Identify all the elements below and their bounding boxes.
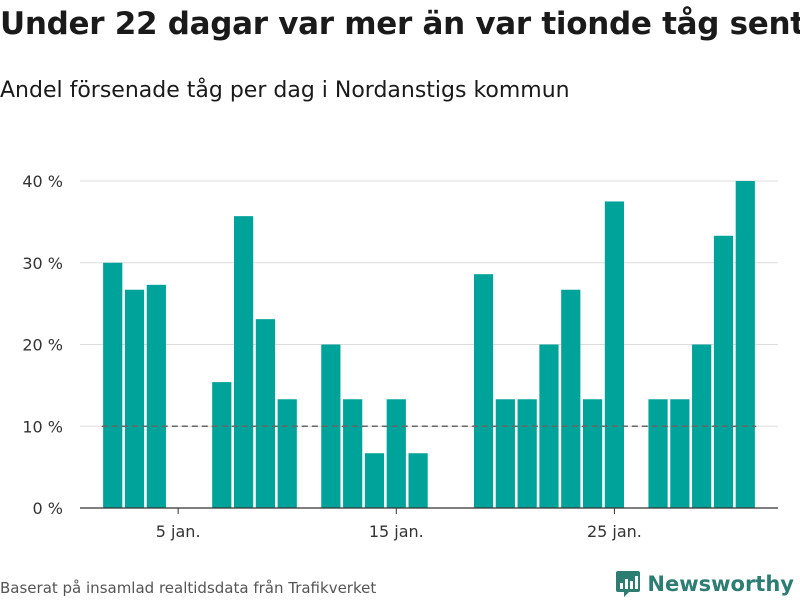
- bar: [670, 399, 690, 508]
- x-tick-label: 15 jan.: [369, 522, 424, 541]
- chart-subtitle: Andel försenade tåg per dag i Nordanstig…: [0, 78, 570, 103]
- y-tick-label: 10 %: [22, 417, 63, 436]
- bar: [735, 181, 755, 508]
- y-tick-label: 0 %: [33, 499, 63, 518]
- bar: [343, 399, 363, 508]
- grid-lines: [80, 180, 778, 427]
- y-tick-label: 20 %: [22, 336, 63, 355]
- x-tick-labels: 5 jan. 15 jan. 25 jan.: [156, 522, 642, 541]
- bar: [255, 319, 276, 508]
- bar: [495, 399, 515, 508]
- axes: [80, 507, 778, 514]
- bar: [103, 262, 123, 508]
- brand-name: Newsworthy: [647, 572, 794, 596]
- bar: [408, 453, 428, 508]
- bar: [386, 399, 406, 508]
- bar-chart-pin-icon: [616, 571, 641, 597]
- y-tick-label: 30 %: [22, 254, 63, 273]
- bar: [692, 344, 712, 508]
- bar: [212, 382, 232, 508]
- chart-title: Under 22 dagar var mer än var tionde tåg…: [0, 6, 800, 42]
- bar: [561, 289, 581, 508]
- bar: [648, 399, 668, 508]
- y-tick-labels: 0 % 10 % 20 % 30 % 40 %: [22, 172, 63, 518]
- bar: [146, 284, 166, 508]
- source-note: Baserat på insamlad realtidsdata från Tr…: [0, 579, 377, 597]
- bar: [713, 235, 734, 508]
- bar: [234, 216, 254, 508]
- x-tick-label: 25 jan.: [587, 522, 642, 541]
- bar: [473, 274, 494, 508]
- bar: [321, 344, 341, 508]
- bar: [124, 289, 145, 508]
- brand: Newsworthy: [615, 570, 794, 598]
- bar: [604, 201, 625, 508]
- x-tick-label: 5 jan.: [156, 522, 201, 541]
- bar: [583, 399, 603, 508]
- bar: [364, 453, 385, 508]
- bar: [539, 344, 559, 508]
- y-tick-label: 40 %: [22, 172, 63, 191]
- bar: [517, 399, 537, 508]
- bar: [277, 399, 297, 508]
